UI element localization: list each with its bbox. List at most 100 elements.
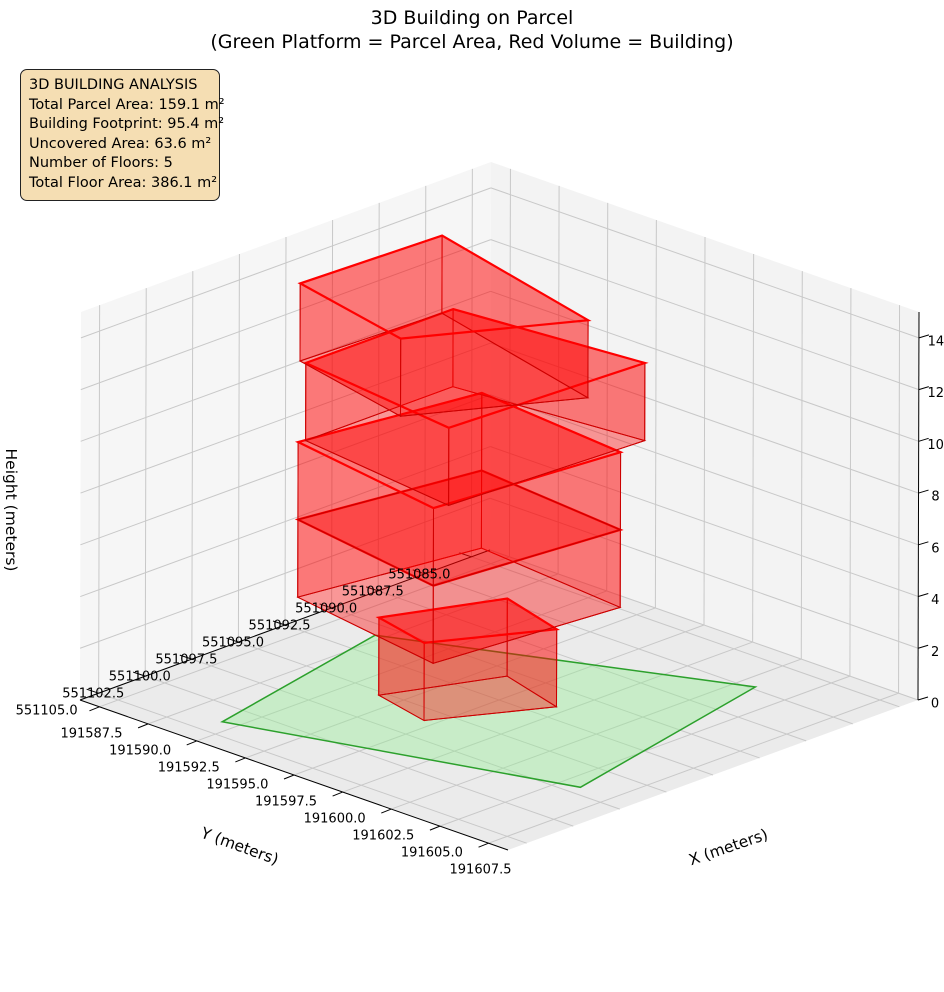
floor-5 [297, 234, 592, 418]
info-heading: 3D BUILDING ANALYSIS [29, 77, 198, 93]
grid-line-x-wall [849, 288, 852, 677]
x-tick-label: 191602.5 [352, 829, 414, 844]
grid-line-z-wall-x [490, 342, 919, 494]
x-tick [283, 774, 295, 780]
grid-line-y-wall [284, 236, 287, 626]
grid-line-y-wall [98, 305, 101, 694]
grid-line-x-wall [898, 305, 901, 694]
grid-line-y-floor [145, 675, 574, 827]
z-tick [918, 437, 929, 442]
floor-1 [375, 597, 561, 722]
grid-line-z-wall-y [80, 187, 492, 339]
grid-line-z-wall-x [489, 497, 919, 649]
z-axis-line [917, 311, 920, 701]
y-tick [133, 671, 146, 677]
info-line-uncovered: Uncovered Area: 63.6 m² [29, 135, 212, 152]
x-tick-label: 191597.5 [255, 795, 317, 810]
grid-line-z-wall-y [79, 497, 491, 649]
floor-bottom [296, 547, 622, 664]
info-line-parcel-area: Total Parcel Area: 159.1 m² [29, 96, 225, 113]
x-tick [137, 723, 149, 729]
floor-top [302, 307, 649, 429]
chart-title-line-1: 3D Building on Parcel [370, 7, 574, 29]
y-tick-label: 551095.0 [202, 636, 264, 651]
y-tick [226, 637, 239, 643]
y-tick-label: 551100.0 [109, 670, 171, 685]
z-tick [918, 593, 929, 598]
grid-line-y-wall [144, 288, 147, 677]
grid-line-y-floor [191, 658, 620, 810]
grid-line-y-wall [424, 185, 427, 574]
x-tick [332, 791, 343, 797]
grid-line-x-wall [508, 168, 511, 557]
grid-line-y-floor [98, 692, 527, 844]
grid-line-x-wall [654, 219, 657, 608]
z-tick-label: 6 [931, 541, 939, 556]
z-tick [918, 489, 929, 494]
chart-title-line-2: (Green Platform = Parcel Area, Red Volum… [210, 31, 734, 53]
x-tick [381, 808, 392, 814]
floor-bottom [296, 469, 622, 587]
z-tick-label: 8 [931, 490, 939, 505]
floor-top [375, 597, 561, 645]
grid-line-z-wall-y [80, 446, 491, 598]
info-line-footprint: Building Footprint: 95.4 m² [29, 116, 225, 133]
floor-top [294, 391, 624, 510]
grid-line-z-wall-x [490, 187, 920, 339]
grid-line-z-wall-x [489, 549, 919, 701]
z-tick-label: 2 [931, 645, 939, 660]
z-tick [917, 644, 929, 649]
grid-line-x-wall [606, 202, 609, 591]
x-tick [235, 757, 246, 763]
x-tick [89, 706, 100, 712]
z-tick [918, 334, 930, 339]
grid-line-z-wall-x [490, 290, 919, 442]
z-tick-label: 4 [931, 593, 939, 608]
x-tick-label: 191592.5 [158, 760, 220, 775]
chart-title: 3D Building on Parcel (Green Platform = … [0, 6, 944, 54]
grid-line-z-wall-x [490, 394, 919, 546]
y-tick [366, 586, 379, 592]
y-axis-label: Y (meters) [198, 824, 281, 869]
x-tick-label: 191587.5 [60, 726, 122, 741]
z-axis-label: Height (meters) [2, 449, 20, 572]
grid-line-y-floor [238, 641, 667, 793]
floor-bottom [377, 675, 559, 722]
x-tick [429, 825, 441, 831]
x-tick [186, 740, 197, 746]
grid-line-z-wall-y [80, 394, 491, 546]
y-tick-label: 551105.0 [16, 704, 78, 719]
grid-line-z-wall-x [490, 446, 919, 598]
grid-line-y-wall [331, 219, 334, 608]
grid-line-y-wall [191, 271, 194, 660]
x-axis-label: X (meters) [687, 825, 771, 869]
z-tick [918, 386, 929, 391]
y-tick-label: 551090.0 [295, 601, 357, 616]
parcel-platform [220, 634, 758, 789]
grid-line-y-wall [237, 254, 240, 643]
grid-lines [79, 168, 920, 844]
floor-bottom [298, 312, 590, 417]
grid-line-z-wall-y [80, 342, 491, 494]
grid-line-z-wall-y [80, 239, 491, 391]
x-tick-label: 191600.0 [304, 812, 366, 827]
x-tick-label: 191595.0 [206, 777, 268, 792]
grid-line-x-wall [752, 254, 755, 643]
floor-2 [294, 469, 624, 665]
analysis-info-box: 3D BUILDING ANALYSIS Total Parcel Area: … [20, 69, 225, 201]
z-tick-label: 0 [931, 697, 939, 712]
info-line-floors: Number of Floors: 5 [29, 155, 173, 172]
grid-line-x-wall [800, 271, 803, 660]
z-tick [917, 696, 929, 701]
y-tick [179, 654, 192, 660]
y-tick [319, 603, 332, 609]
y-tick [86, 688, 99, 694]
grid-line-x-wall [703, 236, 706, 626]
y-tick [412, 569, 425, 575]
y-tick-label: 551092.5 [249, 618, 311, 633]
grid-line-y-wall [470, 168, 473, 557]
chart-marks [220, 234, 758, 789]
info-line-floor-area: Total Floor Area: 386.1 m² [29, 174, 218, 191]
y-tick [272, 620, 286, 626]
